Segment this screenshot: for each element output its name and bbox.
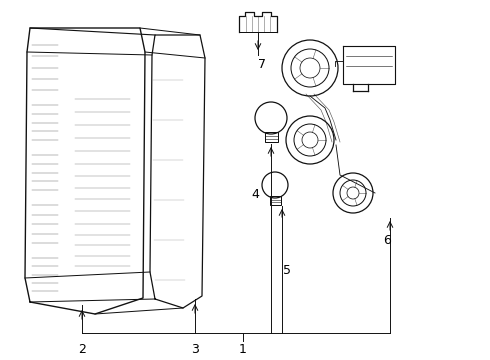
Text: 7: 7 bbox=[258, 58, 266, 71]
Text: 5: 5 bbox=[283, 264, 291, 276]
Text: 6: 6 bbox=[383, 234, 391, 247]
Text: 2: 2 bbox=[78, 343, 86, 356]
Text: 3: 3 bbox=[191, 343, 199, 356]
Text: 4: 4 bbox=[251, 189, 259, 202]
Text: 1: 1 bbox=[239, 343, 247, 356]
